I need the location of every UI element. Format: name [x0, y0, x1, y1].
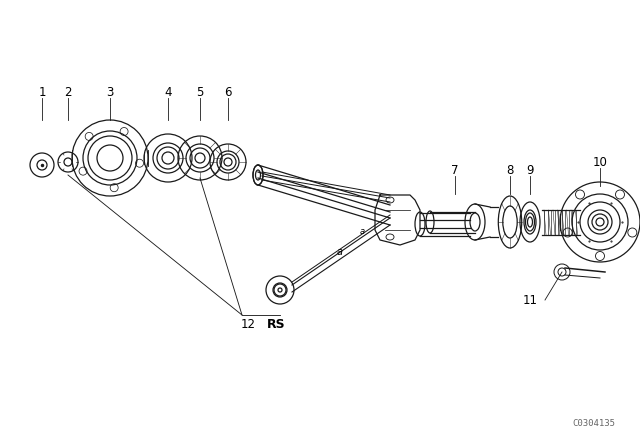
Text: 4: 4	[164, 86, 172, 99]
Text: 7: 7	[451, 164, 459, 177]
Text: 8: 8	[506, 164, 514, 177]
Text: 5: 5	[196, 86, 204, 99]
Text: RS: RS	[267, 319, 285, 332]
Text: a: a	[337, 247, 343, 257]
Text: 10: 10	[593, 155, 607, 168]
Text: 1: 1	[38, 86, 45, 99]
Text: C0304135: C0304135	[572, 419, 615, 428]
Text: 3: 3	[106, 86, 114, 99]
Text: 11: 11	[522, 293, 538, 306]
Text: 2: 2	[64, 86, 72, 99]
Text: 12: 12	[241, 319, 255, 332]
Text: a: a	[360, 228, 365, 237]
Text: 9: 9	[526, 164, 534, 177]
Text: 6: 6	[224, 86, 232, 99]
